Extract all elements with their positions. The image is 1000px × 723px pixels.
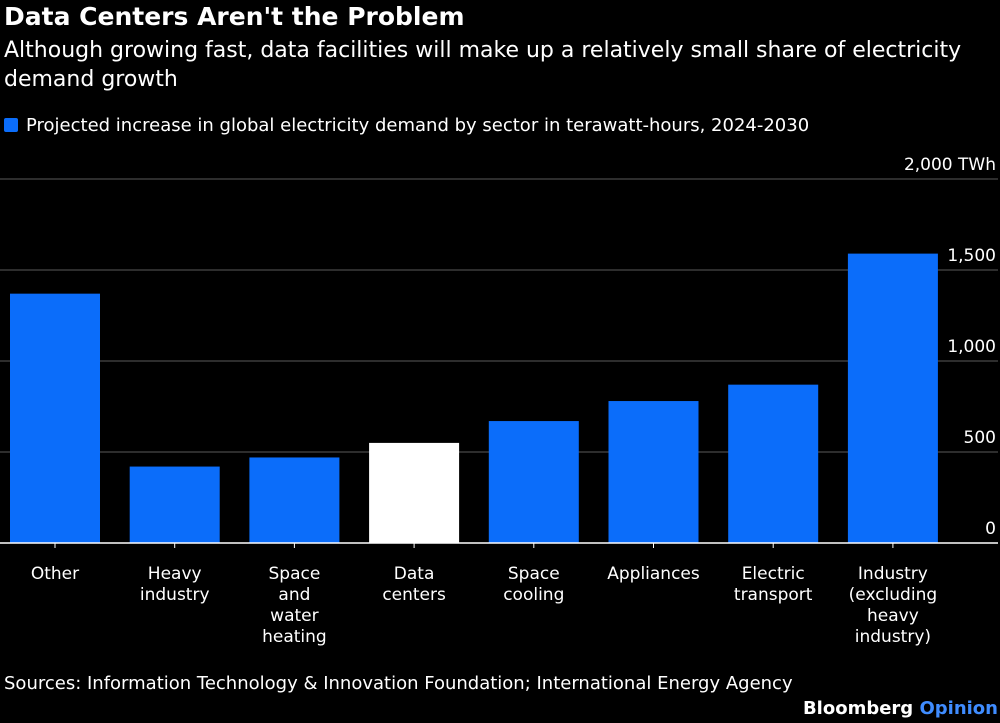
sources-note: Sources: Information Technology & Innova…	[4, 673, 793, 694]
brand-section: Opinion	[919, 698, 998, 719]
x-tick-label: Other	[31, 564, 79, 584]
bar	[129, 466, 220, 543]
y-tick-label: 0	[985, 519, 996, 539]
legend: Projected increase in global electricity…	[4, 114, 809, 138]
branding: Bloomberg Opinion	[803, 697, 998, 721]
x-tick-label: Space cooling	[503, 564, 564, 605]
x-tick-label: Appliances	[607, 564, 700, 584]
bar	[488, 421, 579, 543]
y-tick-label: 1,500	[947, 246, 996, 266]
y-tick-label: 1,000	[947, 337, 996, 357]
chart-title: Data Centers Aren't the Problem	[4, 2, 465, 31]
x-tick-label: Data centers	[382, 564, 446, 605]
x-tick-label: Space and water heating	[262, 564, 327, 647]
bar	[608, 401, 699, 543]
legend-label: Projected increase in global electricity…	[26, 115, 810, 136]
x-tick-label: Electric transport	[734, 564, 813, 605]
y-tick-label: 500	[964, 428, 996, 448]
chart-subtitle: Although growing fast, data facilities w…	[4, 38, 962, 92]
bar	[10, 293, 100, 543]
brand-name: Bloomberg	[802, 698, 914, 719]
x-tick-label: Industry (excluding heavy industry)	[849, 564, 937, 647]
bar	[249, 457, 340, 543]
y-tick-label: 2,000 TWh	[904, 155, 996, 175]
bar	[369, 442, 460, 543]
legend-swatch	[4, 118, 18, 132]
bar	[728, 384, 819, 543]
x-tick-label: Heavy industry	[140, 564, 210, 605]
bar	[847, 253, 938, 543]
